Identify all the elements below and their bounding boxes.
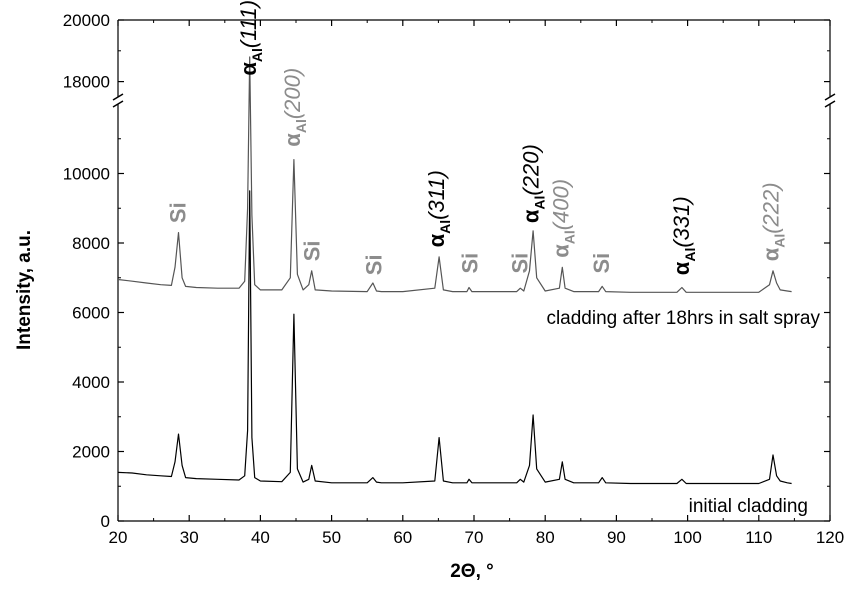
series-line-1 <box>117 190 792 485</box>
y-tick-label: 10000 <box>63 165 110 184</box>
x-tick-label: 50 <box>322 528 341 547</box>
x-axis-ticks: 20 30 40 50 60 70 80 90 100 110 120 <box>109 20 844 547</box>
y-tick-label: 2000 <box>72 443 110 462</box>
x-tick-label: 30 <box>180 528 199 547</box>
peak-label: Si <box>457 253 482 274</box>
y-tick-label: 0 <box>101 512 110 531</box>
peak-label: αAl(400) <box>549 179 578 258</box>
x-tick-label: 20 <box>109 528 128 547</box>
peak-label: αAl(222) <box>759 182 788 261</box>
peak-label: αAl(220) <box>519 144 548 223</box>
axis-break <box>112 93 836 108</box>
series-line-2 <box>117 56 792 293</box>
x-axis-title: 2Θ, ° <box>450 561 494 582</box>
peak-label: Si <box>507 253 532 274</box>
y-axis-title: Intensity, a.u. <box>14 230 35 350</box>
x-tick-label: 110 <box>745 528 772 547</box>
x-tick-label: 40 <box>251 528 270 547</box>
y-tick-label: 8000 <box>72 234 110 253</box>
series-label-salt-spray: cladding after 18hrs in salt spray <box>546 308 820 329</box>
series-layer <box>117 56 792 485</box>
y-tick-label: 20000 <box>63 11 110 30</box>
x-tick-label: 120 <box>816 528 844 547</box>
x-tick-label: 100 <box>673 528 701 547</box>
series-labels: cladding after 18hrs in salt spray initia… <box>546 308 820 517</box>
series-label-initial: initial cladding <box>689 496 808 517</box>
break-mark <box>824 100 836 108</box>
break-mark <box>112 100 124 108</box>
peak-label: Si <box>166 202 191 223</box>
x-tick-label: 80 <box>536 528 555 547</box>
y-tick-label: 4000 <box>72 373 110 392</box>
x-tick-label: 70 <box>465 528 484 547</box>
x-tick-label: 90 <box>607 528 626 547</box>
peak-label: Si <box>299 241 324 262</box>
peak-label: αAl(200) <box>280 68 309 147</box>
peak-label: αAl(111) <box>236 0 265 76</box>
y-tick-label: 6000 <box>72 304 110 323</box>
break-mark <box>824 93 836 101</box>
y-axis-ticks: 0 2000 4000 6000 8000 10000 18000 20000 <box>63 11 830 531</box>
peak-label: Si <box>361 254 386 275</box>
x-tick-label: 60 <box>393 528 412 547</box>
peak-label: Si <box>589 253 614 274</box>
break-mark <box>112 93 124 101</box>
peak-label: αAl(311) <box>424 170 453 247</box>
peak-label: αAl(331) <box>669 196 698 275</box>
y-tick-label: 18000 <box>63 73 110 92</box>
